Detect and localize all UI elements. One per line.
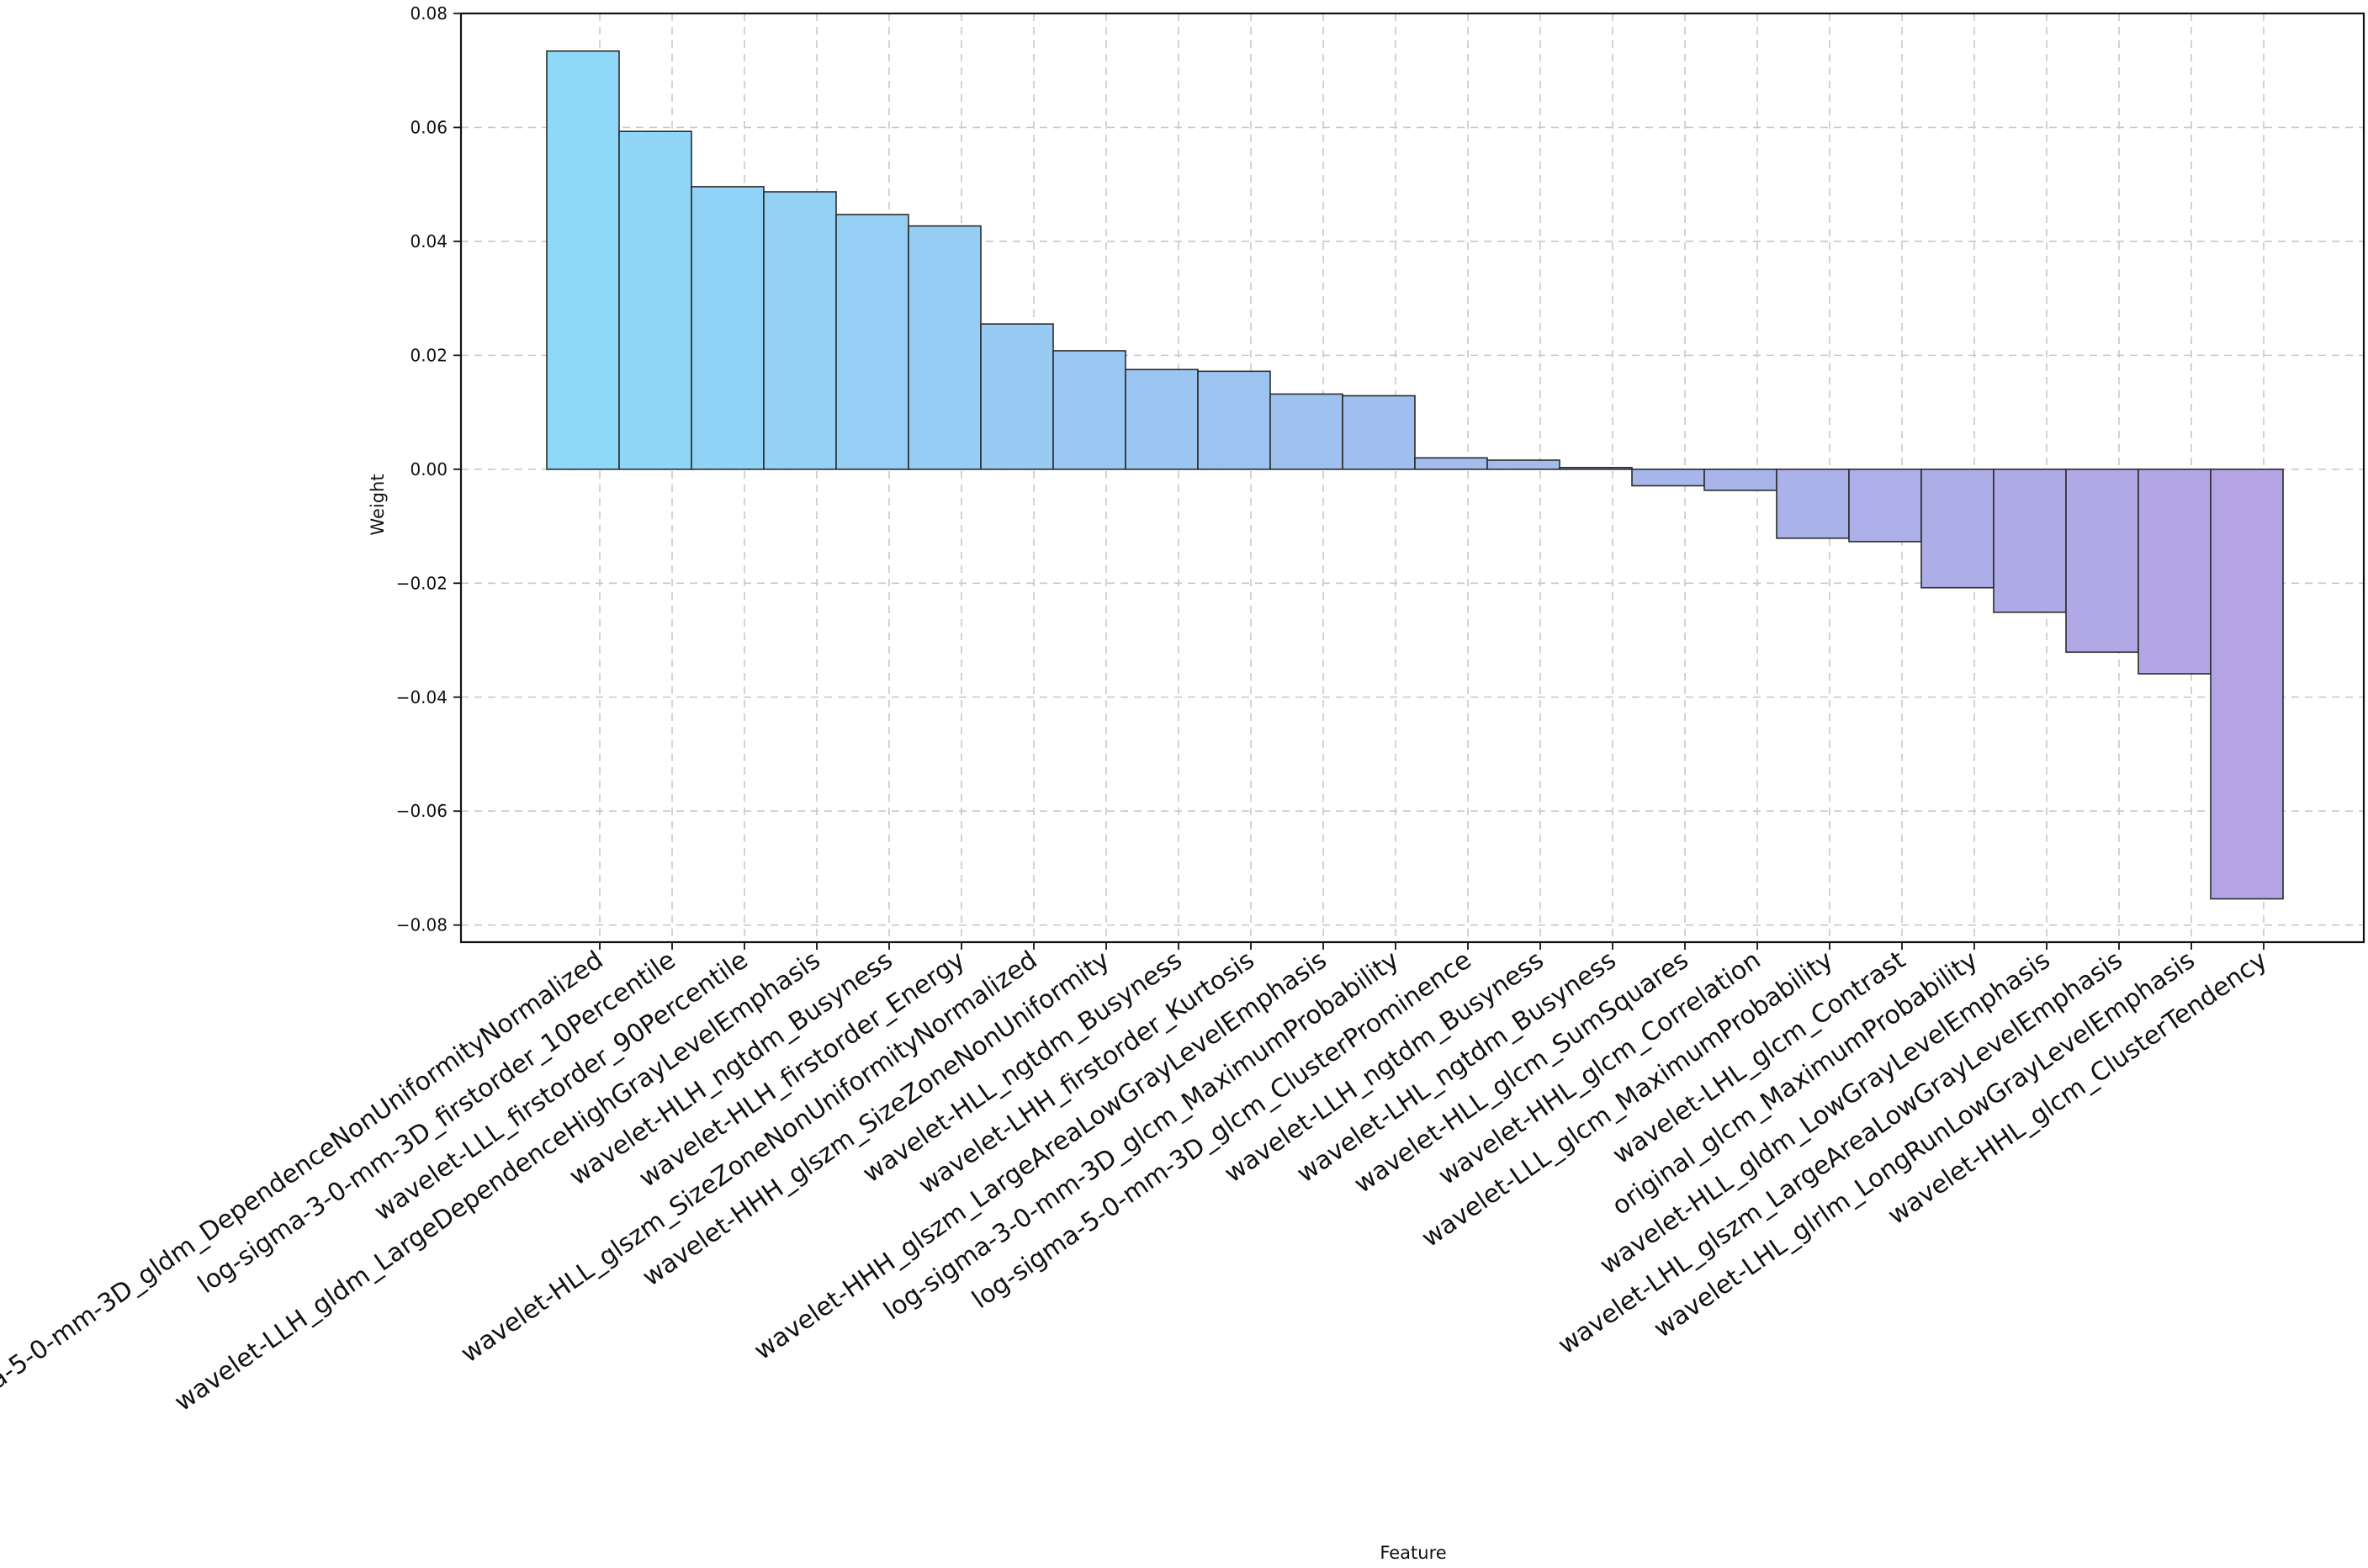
- bar: [1559, 467, 1633, 470]
- bar: [835, 214, 909, 470]
- bar: [1052, 350, 1126, 470]
- bar: [1631, 469, 1705, 487]
- bar-series: [546, 50, 2284, 900]
- y-tick-label: 0.08: [410, 3, 448, 24]
- bar: [980, 323, 1054, 470]
- bar: [1414, 457, 1488, 470]
- plot-frame: [459, 12, 2365, 944]
- bar: [1703, 469, 1777, 491]
- y-tick-label: −0.04: [396, 687, 448, 707]
- bar: [908, 225, 982, 470]
- bar: [1197, 370, 1271, 470]
- bar: [546, 50, 620, 470]
- x-axis: log-sigma-5-0-mm-3D_gldm_DependenceNonUn…: [0, 942, 2273, 1458]
- y-tick-label: 0.02: [410, 345, 448, 365]
- bar: [2065, 469, 2139, 654]
- bar: [691, 186, 765, 470]
- bar: [2138, 469, 2212, 675]
- y-axis-label: Weight: [368, 474, 388, 535]
- y-tick-label: −0.06: [396, 801, 448, 821]
- bar: [1486, 459, 1560, 470]
- y-tick-label: 0.04: [410, 231, 448, 252]
- bar: [1776, 469, 1850, 539]
- y-tick-label: −0.08: [396, 915, 448, 935]
- bar: [1993, 469, 2067, 613]
- bar: [1848, 469, 1922, 543]
- y-tick-label: 0.00: [410, 459, 448, 479]
- y-tick-label: −0.02: [396, 573, 448, 593]
- bar: [1342, 395, 1416, 470]
- bar: [1920, 469, 1995, 589]
- x-axis-label: Feature: [1380, 1543, 1446, 1563]
- y-tick-label: 0.06: [410, 117, 448, 137]
- bar: [1269, 393, 1343, 470]
- y-axis: 0.08 0.06 0.04 0.02 0.00 −0.02 −0.04 −0.06 −0.08: [396, 3, 461, 935]
- bar: [1125, 368, 1199, 470]
- bar: [618, 130, 692, 470]
- bar: [763, 191, 837, 470]
- bar: [2210, 469, 2284, 900]
